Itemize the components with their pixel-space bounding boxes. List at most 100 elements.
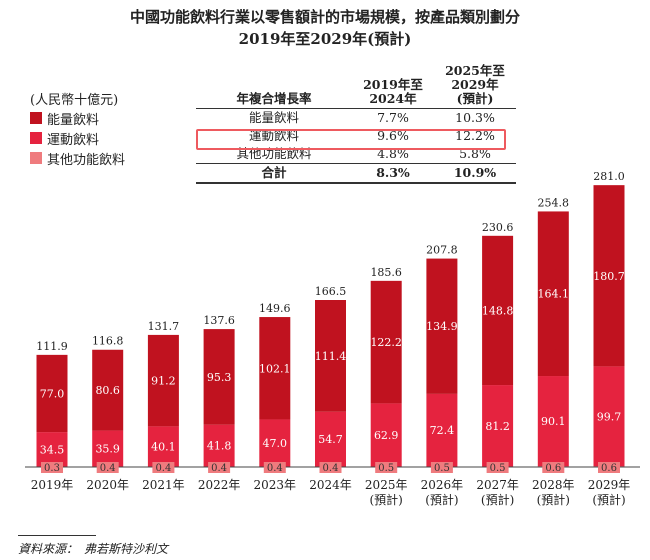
data-label: 0.4 [100, 463, 116, 474]
data-label: 77.0 [40, 387, 65, 400]
bar-segment-sports [593, 366, 625, 467]
source-note: 資料來源： 弗若斯特沙利文 [18, 542, 169, 556]
data-label: 80.6 [95, 384, 120, 397]
data-label: 0.5 [378, 463, 394, 474]
data-label: 90.1 [541, 415, 566, 428]
other-label-box [486, 462, 509, 473]
table-row: 其他功能飲料 4.8% 5.8% [236, 146, 491, 161]
x-tick-label: 2026年 [421, 478, 464, 492]
total-label: 131.7 [148, 320, 180, 333]
bar-segment-sports [92, 430, 124, 467]
other-label-box [375, 462, 398, 473]
bar-segment-sports [259, 419, 291, 467]
bar-segment-sports [426, 393, 458, 467]
cagr-header: 年複合增長率 [196, 64, 352, 109]
data-label: 40.1 [151, 440, 176, 453]
legend-swatch [30, 112, 42, 124]
total-label: 166.5 [315, 285, 347, 298]
data-label: 0.4 [211, 463, 227, 474]
legend-item-energy: 能量飲料 [30, 108, 125, 128]
data-label: 35.9 [95, 443, 120, 456]
other-label-box [598, 462, 620, 473]
data-label: 148.8 [482, 304, 514, 317]
bar-segment-energy [203, 329, 235, 425]
other-label-box [208, 462, 231, 473]
data-label: 41.8 [207, 440, 232, 453]
total-label: 254.8 [538, 196, 570, 209]
data-label: 111.4 [315, 350, 347, 363]
data-label: 62.9 [374, 429, 399, 442]
other-label-box [96, 462, 119, 473]
data-label: 0.4 [323, 463, 339, 474]
data-label: 180.7 [593, 270, 625, 283]
bar-segment-energy [147, 334, 179, 427]
data-label: 54.7 [318, 433, 343, 446]
x-tick-label: 2027年 [476, 478, 519, 492]
x-tick-label: 2019年 [31, 478, 74, 492]
bar-segment-energy [92, 349, 124, 431]
bar-segment-energy [593, 185, 625, 367]
bar-segment-energy [370, 280, 402, 404]
table-total-row: 合計 8.3% 10.9% [196, 163, 516, 184]
x-tick-label: 2029年 [588, 478, 631, 492]
data-label: 102.1 [259, 362, 291, 375]
legend-item-other: 其他功能飲料 [30, 148, 125, 168]
bar-segment-energy [482, 235, 514, 386]
cagr-table: 年複合增長率 2019年至 2024年 2025年至 2029年 (預計) 能量… [196, 64, 516, 184]
other-label-box [152, 462, 175, 473]
x-tick-label: 2020年 [86, 478, 129, 492]
unit-label: (人民幣十億元) [30, 92, 119, 108]
data-label: 47.0 [263, 437, 288, 450]
highlight-box [196, 129, 506, 150]
legend-swatch [30, 152, 42, 164]
period1-header: 2019年至 2024年 [352, 64, 434, 109]
total-label: 137.6 [203, 314, 235, 327]
bar-segment-energy [259, 317, 291, 420]
bar-segment-energy [315, 300, 346, 412]
legend-swatch [30, 132, 42, 144]
data-label: 81.2 [485, 420, 510, 433]
bar-segment-sports [36, 432, 68, 467]
data-label: 122.2 [370, 336, 402, 349]
bar-segment-sports [147, 426, 179, 467]
other-label-box [542, 462, 565, 473]
x-tick-label: 2023年 [254, 478, 297, 492]
x-tick-label: (預計) [481, 492, 514, 507]
table-row: 能量飲料 7.7% 10.3% [248, 110, 495, 125]
total-label: 149.6 [259, 302, 291, 315]
data-label: 72.4 [430, 424, 455, 437]
bar-segment-sports [203, 424, 235, 467]
data-label: 0.6 [601, 463, 617, 474]
data-label: 0.5 [434, 463, 450, 474]
total-label: 116.8 [92, 335, 124, 348]
other-label-box [263, 462, 286, 473]
data-label: 164.1 [538, 288, 570, 301]
total-label: 230.6 [482, 221, 514, 234]
total-label: 111.9 [36, 340, 68, 353]
total-label: 207.8 [426, 244, 458, 257]
data-label: 0.4 [267, 463, 283, 474]
bar-segment-sports [537, 376, 569, 467]
bar-segment-sports [482, 385, 514, 467]
data-label: 0.4 [155, 463, 171, 474]
table-row: 運動飲料 9.6% 12.2% [248, 128, 495, 143]
bar-segment-sports [370, 403, 402, 467]
chart-title: 中國功能飲料行業以零售額計的市場規模，按產品類別劃分 [129, 8, 520, 26]
legend: (人民幣十億元) 能量飲料 運動飲料 其他功能飲料 [30, 88, 125, 168]
x-tick-label: (預計) [592, 492, 625, 507]
other-label-box [430, 462, 453, 473]
x-tick-label: (預計) [537, 492, 570, 507]
chart-subtitle: 2019年至2029年(預計) [238, 30, 412, 48]
total-label: 185.6 [370, 266, 402, 279]
data-label: 0.3 [44, 463, 60, 474]
bar-segment-energy [537, 211, 569, 377]
x-tick-label: 2021年 [142, 478, 185, 492]
bar-chart: 34.5 77.0 111.9 2019年 35.9 80.6 116.8 2020年 40.1… [25, 170, 640, 507]
data-label: 0.6 [545, 463, 561, 474]
data-label: 91.2 [151, 375, 176, 388]
period2-header: 2025年至 2029年 (預計) [434, 64, 516, 109]
total-label: 281.0 [593, 170, 625, 183]
data-label: 134.9 [426, 320, 458, 333]
legend-item-sports: 運動飲料 [30, 128, 125, 148]
